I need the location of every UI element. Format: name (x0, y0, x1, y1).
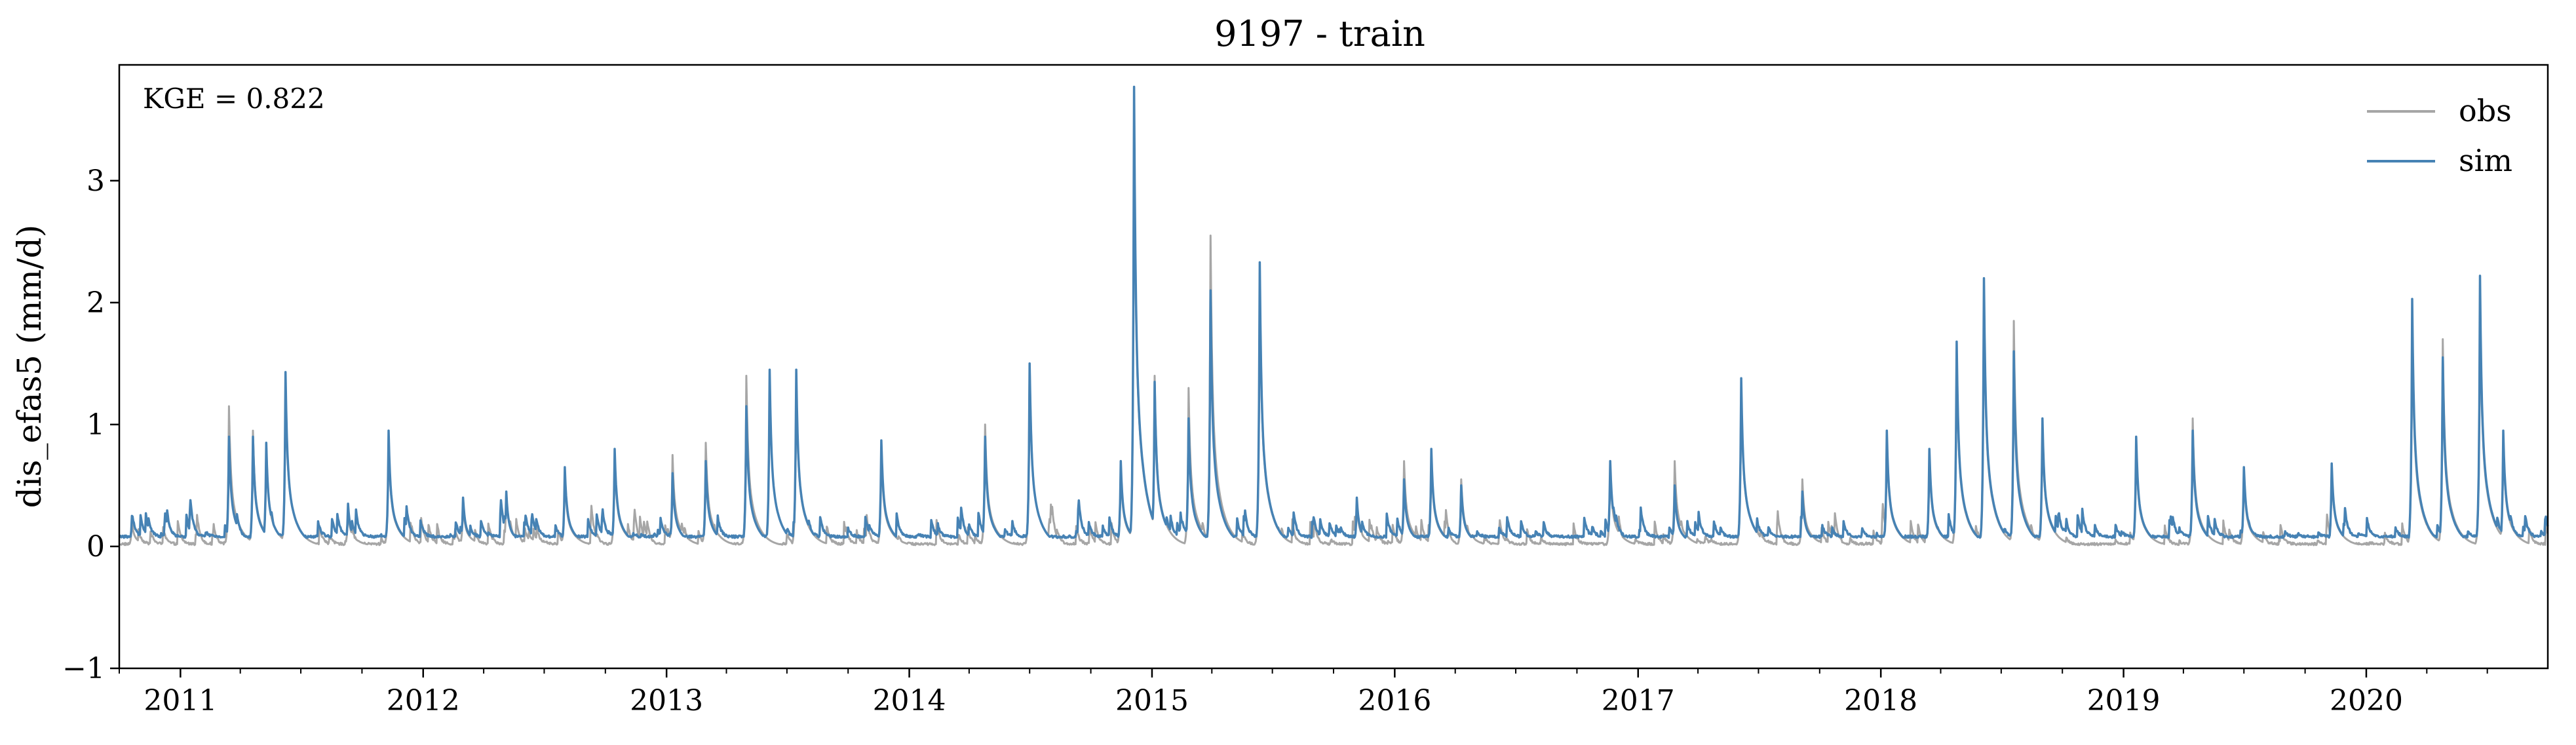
x-tick-label: 2012 (387, 684, 460, 717)
x-tick-label: 2016 (1358, 684, 1431, 717)
chart-title: 9197 - train (1214, 13, 1425, 54)
y-tick-label: −1 (62, 652, 105, 685)
x-tick-label: 2015 (1115, 684, 1189, 717)
x-tick-label: 2018 (1844, 684, 1917, 717)
legend-label-sim: sim (2459, 143, 2512, 178)
y-axis: −1 0 1 2 3 (62, 164, 119, 685)
y-axis-label: dis_efas5 (mm/d) (10, 225, 48, 508)
series-line-sim (118, 85, 2549, 539)
x-tick-label: 2019 (2087, 684, 2161, 717)
x-tick-label: 2013 (630, 684, 703, 717)
y-tick-label: 0 (87, 530, 105, 564)
x-axis: 2011 2012 2013 2014 2015 2016 2017 2018 2019 2020 (119, 668, 2488, 717)
x-tick-label: 2011 (144, 684, 217, 717)
y-tick-label: 1 (87, 408, 105, 442)
series-layer (118, 85, 2549, 546)
series-line-obs (119, 100, 2549, 546)
x-tick-label: 2017 (1602, 684, 1675, 717)
legend: obs sim (2367, 93, 2512, 178)
kge-annotation: KGE = 0.822 (143, 83, 325, 115)
plot-frame (118, 64, 2549, 670)
y-tick-label: 3 (87, 164, 105, 198)
y-tick-label: 2 (87, 286, 105, 320)
x-tick-label: 2014 (873, 684, 946, 717)
x-tick-label: 2020 (2330, 684, 2403, 717)
legend-label-obs: obs (2459, 93, 2512, 128)
